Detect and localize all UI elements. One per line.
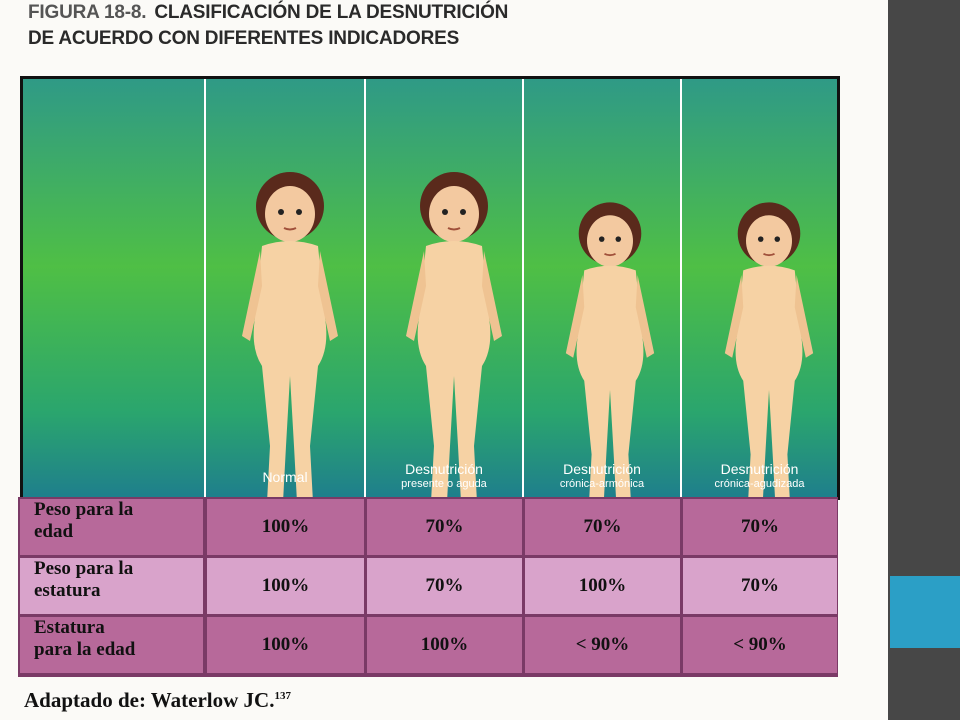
panel-label: Desnutrición presente o aguda <box>365 462 523 492</box>
row-header: Estatura para la edad <box>20 617 203 673</box>
caption-text: Adaptado de: Waterlow JC. <box>24 688 275 712</box>
table-cell: 70% <box>367 558 522 614</box>
panel-label: Normal <box>205 470 365 485</box>
title-line: CLASIFICACIÓN DE LA DESNUTRICIÓN <box>154 2 509 23</box>
panel-dividers <box>204 79 682 497</box>
panel-subtitle: presente o aguda <box>401 478 487 490</box>
row-header-line: Estatura <box>34 617 105 638</box>
row-header: Peso para la estatura <box>20 558 203 614</box>
row-header: Peso para la edad <box>20 499 203 555</box>
illustration <box>20 76 840 500</box>
panel-title: Normal <box>262 469 308 485</box>
figure-title: FIGURA 18-8. CLASIFICACIÓN DE LA DESNUTRI… <box>28 2 508 24</box>
row-header-line: Peso para la <box>34 499 134 520</box>
table-cell: 70% <box>683 499 837 555</box>
panel-title: Desnutrición <box>405 461 483 477</box>
row-header-line: estatura <box>34 580 101 601</box>
reference: 137 <box>274 690 291 702</box>
table-cell: 70% <box>683 558 837 614</box>
table-cell: 70% <box>525 499 680 555</box>
panel-label: Desnutrición crónica-armónica <box>523 462 681 492</box>
table-cell: 100% <box>207 617 364 673</box>
row-header-line: Peso para la <box>34 558 134 579</box>
title-line: DE ACUERDO CON DIFERENTES INDICADORES <box>28 28 460 49</box>
row-header-line: edad <box>34 521 74 542</box>
panel-title: Desnutrición <box>720 461 799 477</box>
table-cell: 100% <box>207 499 364 555</box>
table-cell: 100% <box>207 558 364 614</box>
table-cell: < 90% <box>525 617 680 673</box>
table-cell: < 90% <box>683 617 837 673</box>
row-header-line: para la edad <box>34 639 136 660</box>
panel-label: Desnutrición crónica-agudizada <box>681 462 838 492</box>
panel-subtitle: crónica-agudizada <box>714 478 805 490</box>
table: Peso para la edad 100% 70% 70% 70% Peso para l… <box>18 497 838 677</box>
figure-number: FIGURA 18-8. <box>28 2 147 23</box>
table-cell: 100% <box>367 617 522 673</box>
panel-title: Desnutrición <box>563 461 641 477</box>
panel-subtitle: crónica-armónica <box>559 478 645 490</box>
accent-box <box>890 576 960 648</box>
table-cell: 70% <box>367 499 522 555</box>
caption: Adaptado de: Waterlow JC.137 <box>24 688 291 713</box>
table-cell: 100% <box>525 558 680 614</box>
